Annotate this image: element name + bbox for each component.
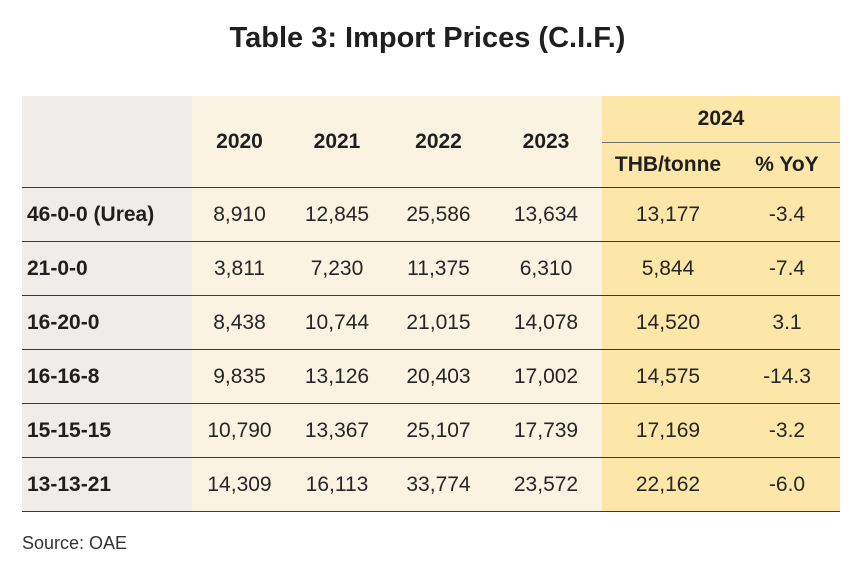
header-year: 2021 <box>287 96 387 188</box>
cell-thb: 13,177 <box>602 187 734 242</box>
cell-value: 10,744 <box>287 295 387 350</box>
header-year: 2022 <box>387 96 490 188</box>
cell-value: 21,015 <box>387 295 490 350</box>
cell-value: 8,438 <box>192 295 287 350</box>
cell-value: 6,310 <box>490 241 602 296</box>
cell-value: 11,375 <box>387 241 490 296</box>
cell-value: 12,845 <box>287 187 387 242</box>
cell-thb: 14,575 <box>602 349 734 404</box>
cell-value: 9,835 <box>192 349 287 404</box>
cell-value: 10,790 <box>192 403 287 458</box>
row-label: 16-16-8 <box>22 349 192 404</box>
cell-value: 25,107 <box>387 403 490 458</box>
row-label: 15-15-15 <box>22 403 192 458</box>
cell-yoy: -7.4 <box>734 241 840 296</box>
cell-value: 23,572 <box>490 457 602 512</box>
cell-yoy: -3.4 <box>734 187 840 242</box>
header-yoy: % YoY <box>734 142 840 188</box>
cell-value: 8,910 <box>192 187 287 242</box>
cell-value: 13,634 <box>490 187 602 242</box>
header-thb-tonne: THB/tonne <box>602 142 734 188</box>
cell-value: 16,113 <box>287 457 387 512</box>
row-label: 13-13-21 <box>22 457 192 512</box>
source-note: Source: OAE <box>22 533 128 553</box>
import-prices-table: 2020 2021 2022 2023 2024 THB/tonne % YoY… <box>22 96 840 512</box>
cell-value: 17,739 <box>490 403 602 458</box>
cell-thb: 14,520 <box>602 295 734 350</box>
table-title: Table 3: Import Prices (C.I.F.) <box>229 22 626 54</box>
table-row: 16-20-0 8,438 10,744 21,015 14,078 14,52… <box>22 295 840 350</box>
table-row: 46-0-0 (Urea) 8,910 12,845 25,586 13,634… <box>22 187 840 242</box>
cell-yoy: -14.3 <box>734 349 840 404</box>
table-row: 13-13-21 14,309 16,113 33,774 23,572 22,… <box>22 457 840 512</box>
cell-value: 7,230 <box>287 241 387 296</box>
cell-value: 17,002 <box>490 349 602 404</box>
cell-thb: 22,162 <box>602 457 734 512</box>
row-label: 16-20-0 <box>22 295 192 350</box>
cell-value: 33,774 <box>387 457 490 512</box>
header-year: 2020 <box>192 96 287 188</box>
header-group-year: 2024 <box>602 96 840 143</box>
row-label: 46-0-0 (Urea) <box>22 187 192 242</box>
cell-value: 3,811 <box>192 241 287 296</box>
header-empty-cell <box>22 96 192 188</box>
header-year: 2023 <box>490 96 602 188</box>
cell-yoy: -3.2 <box>734 403 840 458</box>
cell-value: 13,367 <box>287 403 387 458</box>
table-row: 15-15-15 10,790 13,367 25,107 17,739 17,… <box>22 403 840 458</box>
row-label: 21-0-0 <box>22 241 192 296</box>
cell-value: 13,126 <box>287 349 387 404</box>
cell-value: 14,078 <box>490 295 602 350</box>
cell-yoy: 3.1 <box>734 295 840 350</box>
cell-value: 14,309 <box>192 457 287 512</box>
table-row: 21-0-0 3,811 7,230 11,375 6,310 5,844 -7… <box>22 241 840 296</box>
cell-thb: 17,169 <box>602 403 734 458</box>
cell-yoy: -6.0 <box>734 457 840 512</box>
cell-value: 25,586 <box>387 187 490 242</box>
table-row: 16-16-8 9,835 13,126 20,403 17,002 14,57… <box>22 349 840 404</box>
cell-thb: 5,844 <box>602 241 734 296</box>
cell-value: 20,403 <box>387 349 490 404</box>
